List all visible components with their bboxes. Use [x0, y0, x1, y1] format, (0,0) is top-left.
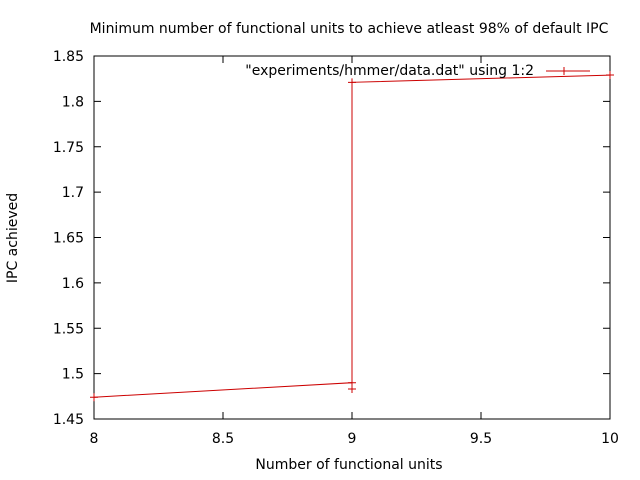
y-tick-label: 1.7 — [62, 185, 84, 201]
y-axis-label: IPC achieved — [5, 193, 21, 283]
y-axis: 1.45 1.5 1.55 1.6 1.65 1.7 1.75 1.8 1.85 — [53, 49, 610, 428]
y-tick-label: 1.85 — [53, 49, 84, 65]
x-axis: 8 8.5 9 9.5 10 — [90, 56, 619, 447]
y-tick-label: 1.75 — [53, 140, 84, 156]
series-layer — [90, 71, 614, 402]
x-tick-label: 9 — [348, 431, 357, 447]
y-tick-label: 1.5 — [62, 367, 84, 383]
data-point — [348, 78, 356, 87]
x-tick-label: 8.5 — [212, 431, 234, 447]
data-point — [90, 393, 98, 402]
legend-label: "experiments/hmmer/data.dat" using 1:2 — [245, 63, 534, 79]
data-point — [606, 71, 614, 80]
chart-title: Minimum number of functional units to ac… — [90, 21, 609, 37]
x-tick-label: 9.5 — [470, 431, 492, 447]
y-tick-label: 1.8 — [62, 94, 84, 110]
series-line — [93, 74, 611, 398]
y-tick-label: 1.55 — [53, 321, 84, 337]
legend-marker — [560, 67, 568, 75]
x-tick-label: 10 — [601, 431, 619, 447]
y-tick-label: 1.65 — [53, 231, 84, 247]
legend: "experiments/hmmer/data.dat" using 1:2 — [245, 63, 590, 79]
data-point — [348, 385, 356, 394]
y-tick-label: 1.6 — [62, 276, 84, 292]
x-tick-label: 8 — [90, 431, 99, 447]
x-axis-label: Number of functional units — [255, 457, 442, 473]
y-tick-label: 1.45 — [53, 412, 84, 428]
